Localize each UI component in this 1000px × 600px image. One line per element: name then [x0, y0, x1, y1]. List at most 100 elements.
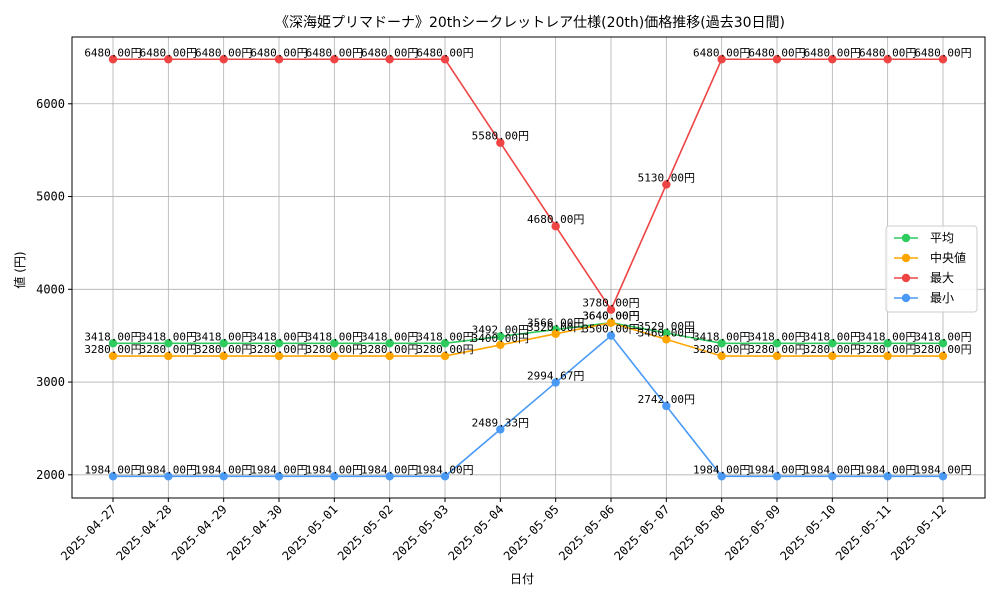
- x-tick-label: 2025-05-08: [667, 502, 728, 563]
- x-tick-label: 2025-05-01: [279, 502, 340, 563]
- data-label: 1984.00円: [748, 463, 805, 476]
- data-label: 3280.00円: [693, 343, 750, 356]
- data-point: [385, 55, 394, 64]
- x-tick-label: 2025-04-29: [169, 502, 230, 563]
- x-tick-label: 2025-05-04: [445, 502, 506, 563]
- data-label: 4680.00円: [527, 213, 584, 226]
- data-label: 2489.33円: [472, 416, 529, 429]
- data-point: [938, 351, 948, 361]
- data-point: [164, 55, 173, 64]
- series-layer: [108, 55, 948, 481]
- data-point: [828, 55, 837, 64]
- data-point: [274, 55, 284, 64]
- data-point: [496, 138, 505, 147]
- data-label: 3418.00円: [250, 330, 307, 343]
- data-label: 5130.00円: [638, 171, 695, 184]
- y-tick-label: 5000: [36, 190, 65, 204]
- y-tick-label: 3000: [36, 375, 65, 389]
- data-label: 1984.00円: [306, 463, 363, 476]
- x-tick-label: 2025-05-02: [335, 502, 396, 563]
- x-tick-label: 2025-05-09: [722, 502, 783, 563]
- data-label: 6480.00円: [416, 46, 473, 59]
- x-tick-label: 2025-05-11: [833, 502, 894, 563]
- data-point: [108, 55, 118, 64]
- data-point: [330, 339, 339, 348]
- data-label: 3280.00円: [804, 343, 861, 356]
- x-tick-label: 2025-05-05: [501, 502, 562, 563]
- data-point: [440, 472, 450, 481]
- data-point: [551, 329, 560, 339]
- data-point: [274, 472, 284, 481]
- y-tick-label: 2000: [36, 468, 65, 482]
- data-label: 3460.00円: [638, 326, 695, 339]
- data-label: 3280.00円: [361, 343, 418, 356]
- data-point: [385, 351, 394, 361]
- data-label: 6480.00円: [748, 46, 805, 59]
- legend-label: 平均: [930, 231, 954, 245]
- x-tick-label: 2025-05-06: [556, 502, 617, 563]
- data-label: 1984.00円: [140, 463, 197, 476]
- data-label: 3640.00円: [582, 310, 639, 323]
- data-point: [828, 472, 837, 481]
- data-label: 1984.00円: [361, 463, 418, 476]
- data-label: 3418.00円: [859, 330, 916, 343]
- data-label: 3418.00円: [914, 330, 971, 343]
- x-tick-label: 2025-05-03: [390, 502, 451, 563]
- data-point: [385, 339, 394, 348]
- data-point: [330, 472, 339, 481]
- x-axis-title: 日付: [510, 572, 534, 586]
- y-axis-title: 値 (円): [12, 251, 27, 288]
- data-point: [883, 339, 892, 348]
- axes: 2000 3000 4000 5000 6000 2025-04-272025-04-28…: [36, 36, 986, 563]
- legend-marker: [901, 253, 911, 263]
- data-point: [772, 351, 782, 361]
- data-point: [717, 351, 726, 361]
- data-label: 3280.00円: [195, 343, 252, 356]
- data-point: [717, 339, 726, 348]
- data-label: 6480.00円: [140, 46, 197, 59]
- data-point: [440, 339, 450, 348]
- data-point: [330, 351, 339, 361]
- data-label: 3780.00円: [582, 297, 639, 310]
- data-label: 1984.00円: [250, 463, 307, 476]
- data-label: 1984.00円: [693, 463, 750, 476]
- data-point: [164, 351, 173, 361]
- series-line: [113, 321, 943, 357]
- data-label: 5580.00円: [472, 130, 529, 143]
- data-point: [883, 472, 892, 481]
- data-label: 3418.00円: [306, 330, 363, 343]
- data-label: 1984.00円: [859, 463, 916, 476]
- data-label: 1984.00円: [804, 463, 861, 476]
- data-label: 3280.00円: [250, 343, 307, 356]
- data-label: 3400.00円: [472, 332, 529, 345]
- data-label: 3280.00円: [140, 343, 197, 356]
- legend-marker: [901, 273, 911, 283]
- legend-label: 最小: [930, 291, 954, 305]
- x-tick-label: 2025-05-10: [777, 502, 838, 563]
- data-point: [108, 472, 118, 481]
- y-tick-label: 4000: [36, 282, 65, 296]
- data-point: [219, 55, 228, 64]
- data-point: [164, 339, 173, 348]
- data-label: 3418.00円: [748, 330, 805, 343]
- data-point: [938, 55, 948, 64]
- data-label: 3280.00円: [84, 343, 141, 356]
- plot-frame: [71, 36, 986, 499]
- data-point: [717, 55, 726, 64]
- data-label: 6480.00円: [250, 46, 307, 59]
- data-label: 1984.00円: [416, 463, 473, 476]
- grid: [72, 37, 985, 498]
- data-point: [385, 472, 394, 481]
- data-point: [662, 328, 671, 338]
- series-line: [113, 321, 943, 345]
- data-label: 6480.00円: [195, 46, 252, 59]
- x-tick-label: 2025-04-27: [58, 502, 119, 563]
- data-point: [274, 351, 284, 361]
- data-label: 6480.00円: [361, 46, 418, 59]
- legend-marker: [901, 293, 911, 303]
- data-label: 3418.00円: [140, 330, 197, 343]
- data-point: [938, 472, 948, 481]
